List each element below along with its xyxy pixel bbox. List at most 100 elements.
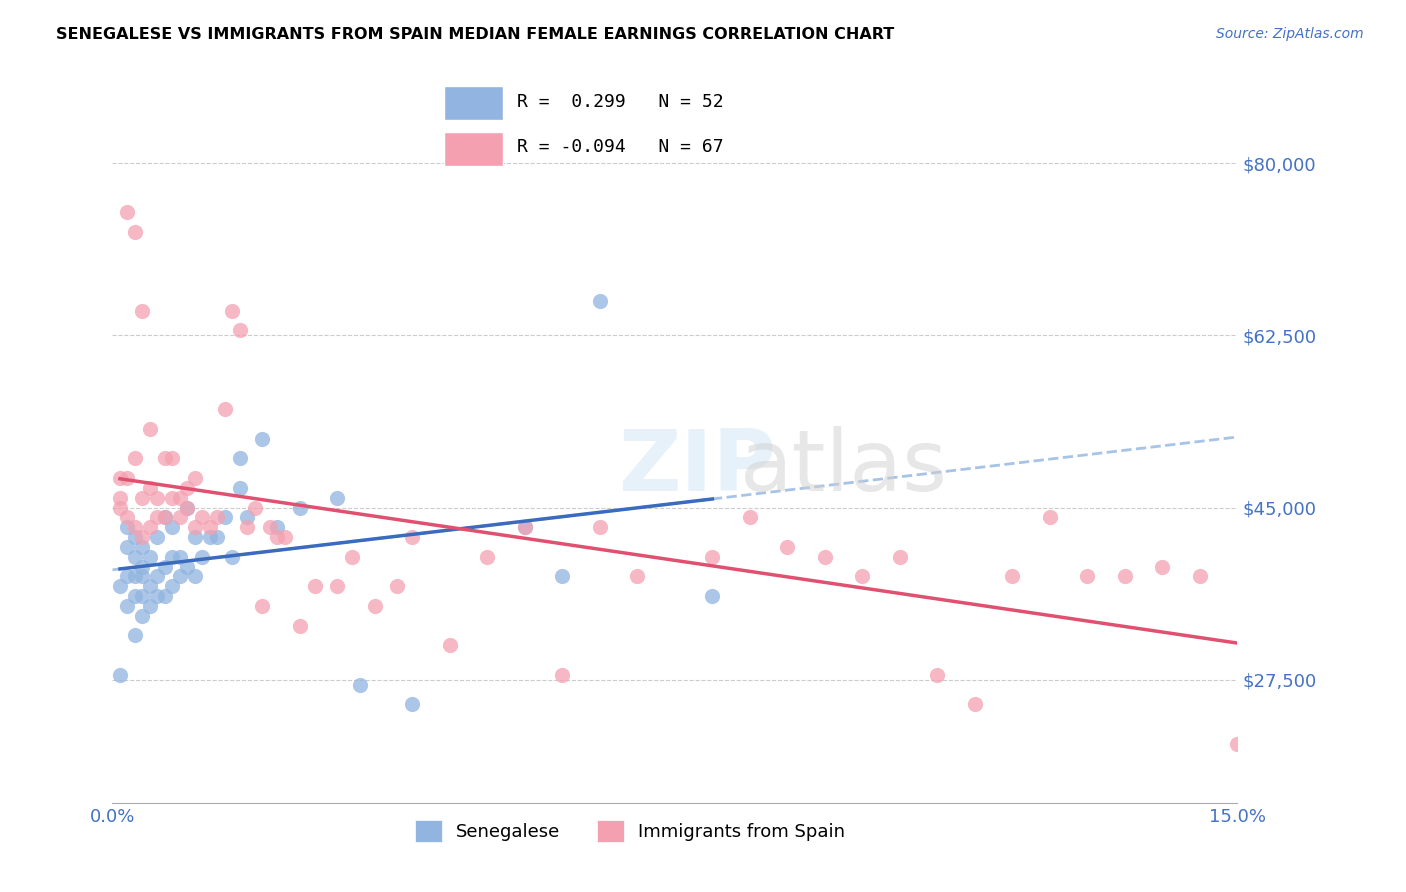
- Point: [124, 520, 146, 534]
- Point: [207, 530, 229, 544]
- Legend: Senegalese, Immigrants from Spain: Senegalese, Immigrants from Spain: [406, 811, 853, 851]
- Point: [146, 569, 169, 583]
- Point: [153, 451, 176, 466]
- Point: [131, 530, 153, 544]
- Point: [214, 510, 236, 524]
- Point: [117, 205, 139, 219]
- Point: [342, 549, 364, 564]
- Point: [551, 668, 574, 682]
- Point: [131, 491, 153, 505]
- Point: [1039, 510, 1062, 524]
- Point: [738, 510, 761, 524]
- Point: [131, 589, 153, 603]
- Point: [108, 668, 131, 682]
- Point: [477, 549, 499, 564]
- Point: [266, 520, 288, 534]
- Point: [252, 432, 274, 446]
- Point: [176, 481, 198, 495]
- Text: R =  0.299   N = 52: R = 0.299 N = 52: [517, 94, 724, 112]
- Point: [889, 549, 911, 564]
- Point: [146, 589, 169, 603]
- Point: [589, 293, 612, 308]
- Point: [176, 500, 198, 515]
- Point: [513, 520, 536, 534]
- Point: [176, 559, 198, 574]
- Point: [184, 530, 207, 544]
- Point: [236, 520, 259, 534]
- Point: [252, 599, 274, 613]
- Point: [551, 569, 574, 583]
- FancyBboxPatch shape: [444, 86, 503, 120]
- Point: [169, 549, 191, 564]
- Text: Source: ZipAtlas.com: Source: ZipAtlas.com: [1216, 27, 1364, 41]
- Point: [146, 530, 169, 544]
- Point: [169, 569, 191, 583]
- Point: [401, 698, 423, 712]
- Point: [139, 481, 162, 495]
- Point: [1188, 569, 1211, 583]
- Point: [162, 579, 184, 593]
- Point: [184, 520, 207, 534]
- Point: [702, 549, 724, 564]
- Point: [221, 303, 243, 318]
- Text: ZIP: ZIP: [619, 425, 776, 509]
- Point: [117, 540, 139, 554]
- Point: [191, 549, 214, 564]
- Point: [146, 491, 169, 505]
- Point: [387, 579, 409, 593]
- Point: [236, 510, 259, 524]
- Point: [124, 530, 146, 544]
- Point: [1001, 569, 1024, 583]
- Point: [229, 481, 252, 495]
- Text: R = -0.094   N = 67: R = -0.094 N = 67: [517, 138, 724, 156]
- Point: [963, 698, 986, 712]
- Point: [184, 471, 207, 485]
- Point: [162, 451, 184, 466]
- Point: [124, 549, 146, 564]
- Point: [364, 599, 387, 613]
- Point: [1226, 737, 1249, 751]
- Point: [131, 303, 153, 318]
- Point: [162, 549, 184, 564]
- Point: [117, 599, 139, 613]
- Point: [927, 668, 949, 682]
- Point: [153, 510, 176, 524]
- Point: [221, 549, 243, 564]
- Point: [176, 500, 198, 515]
- Point: [229, 323, 252, 337]
- Point: [124, 589, 146, 603]
- Point: [191, 510, 214, 524]
- Point: [229, 451, 252, 466]
- Point: [266, 530, 288, 544]
- Point: [117, 520, 139, 534]
- Text: atlas: atlas: [740, 425, 948, 509]
- Point: [513, 520, 536, 534]
- Point: [124, 628, 146, 642]
- FancyBboxPatch shape: [444, 132, 503, 166]
- Point: [162, 520, 184, 534]
- Point: [108, 579, 131, 593]
- Point: [131, 569, 153, 583]
- Point: [153, 510, 176, 524]
- Point: [1076, 569, 1098, 583]
- Text: SENEGALESE VS IMMIGRANTS FROM SPAIN MEDIAN FEMALE EARNINGS CORRELATION CHART: SENEGALESE VS IMMIGRANTS FROM SPAIN MEDI…: [56, 27, 894, 42]
- Point: [326, 491, 349, 505]
- Point: [153, 589, 176, 603]
- Point: [124, 225, 146, 239]
- Point: [214, 402, 236, 417]
- Point: [146, 510, 169, 524]
- Point: [243, 500, 266, 515]
- Point: [702, 589, 724, 603]
- Point: [108, 491, 131, 505]
- Point: [851, 569, 873, 583]
- Point: [139, 599, 162, 613]
- Point: [259, 520, 281, 534]
- Point: [349, 678, 371, 692]
- Point: [439, 638, 461, 652]
- Point: [108, 500, 131, 515]
- Point: [153, 559, 176, 574]
- Point: [207, 510, 229, 524]
- Point: [401, 530, 423, 544]
- Point: [1152, 559, 1174, 574]
- Point: [288, 618, 311, 632]
